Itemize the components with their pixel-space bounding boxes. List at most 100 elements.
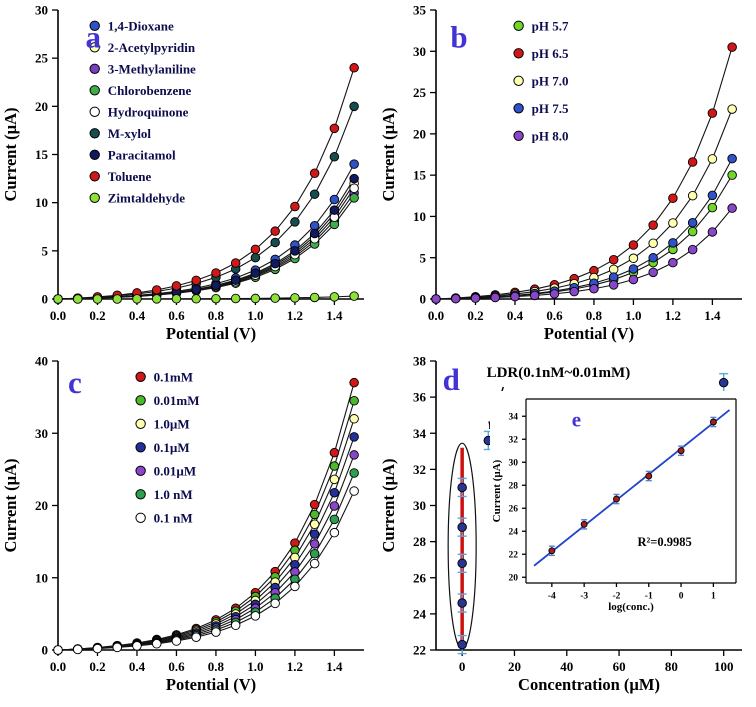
data-marker	[290, 293, 300, 303]
data-marker	[349, 450, 359, 460]
data-marker	[211, 627, 221, 637]
legend-label: 2-Acetylpyridin	[108, 40, 196, 55]
data-marker	[490, 292, 500, 303]
data-marker	[290, 201, 300, 212]
data-marker	[628, 253, 639, 264]
y-tick-label: 36	[413, 390, 427, 405]
data-marker	[431, 294, 441, 304]
data-marker	[727, 170, 737, 180]
data-marker	[687, 157, 698, 167]
x-axis-label: Concentration (µM)	[518, 675, 660, 694]
x-tick-label: 0.0	[50, 659, 66, 674]
data-marker	[309, 189, 320, 199]
data-marker	[132, 294, 142, 304]
data-marker	[329, 292, 340, 302]
data-marker	[470, 293, 481, 303]
data-marker	[309, 220, 320, 231]
data-point	[457, 482, 467, 493]
data-point	[718, 377, 729, 388]
y-tick-label: 30	[509, 459, 519, 469]
data-marker	[707, 108, 718, 118]
data-marker	[230, 620, 241, 630]
y-axis-label: Current (µA)	[1, 108, 20, 202]
x-tick-label: 0.6	[168, 659, 185, 674]
x-tick-label: 1	[711, 592, 716, 602]
data-marker	[53, 294, 63, 304]
data-marker	[628, 264, 639, 274]
x-tick-label: 0.2	[89, 308, 105, 323]
data-marker	[309, 292, 320, 303]
legend-label: 0.1µM	[154, 440, 190, 455]
y-tick-label: 20	[35, 99, 48, 114]
data-marker	[92, 294, 103, 304]
data-marker	[250, 252, 261, 263]
data-marker	[329, 487, 340, 498]
y-axis-label: Current (µA)	[379, 459, 398, 553]
series-line	[57, 454, 355, 651]
legend-label: 1.0 nM	[154, 487, 193, 502]
series-line	[57, 178, 355, 300]
x-tick-label: 0.6	[168, 308, 185, 323]
x-tick-label: 0	[459, 659, 466, 674]
data-marker	[309, 228, 320, 239]
data-marker	[349, 468, 359, 478]
data-marker	[608, 280, 619, 290]
data-marker	[349, 414, 359, 424]
legend-marker	[135, 512, 146, 523]
legend-label: pH 5.7	[532, 18, 569, 33]
legend-marker	[89, 42, 100, 53]
data-marker	[290, 581, 300, 592]
y-tick-label: 30	[413, 44, 426, 59]
data-marker	[349, 159, 359, 169]
x-tick-label: 0.4	[129, 308, 146, 323]
data-marker	[687, 217, 698, 228]
data-marker	[250, 611, 261, 621]
data-marker	[53, 645, 63, 655]
legend-label: 0.01µM	[154, 463, 197, 478]
data-marker	[668, 193, 678, 204]
x-axis-label: Potential (V)	[544, 324, 634, 343]
x-tick-label: -4	[548, 592, 556, 602]
legend-marker	[513, 103, 524, 114]
y-tick-label: 22	[509, 551, 519, 561]
data-marker	[230, 258, 241, 268]
y-tick-label: 26	[413, 570, 427, 585]
legend-marker	[89, 85, 100, 96]
legend-marker	[135, 489, 146, 500]
x-tick-label: 1.4	[326, 308, 343, 323]
y-tick-label: 5	[42, 243, 49, 258]
x-tick-label: 0.8	[586, 308, 603, 323]
y-tick-label: 0	[42, 292, 49, 307]
x-tick-label: 1.4	[704, 308, 721, 323]
data-marker	[648, 220, 658, 230]
panel-letter: e	[572, 408, 581, 432]
y-tick-label: 20	[509, 574, 519, 584]
series-line	[57, 187, 355, 300]
data-marker	[211, 293, 221, 304]
data-marker	[727, 203, 737, 213]
panel-letter: c	[68, 365, 82, 400]
y-tick-label: 20	[413, 126, 426, 141]
data-marker	[329, 205, 340, 215]
y-tick-label: 20	[35, 498, 48, 513]
x-tick-label: 0.2	[89, 659, 105, 674]
y-tick-label: 28	[413, 534, 427, 549]
series-line	[57, 192, 355, 300]
data-marker	[270, 226, 280, 236]
data-marker	[270, 598, 280, 609]
data-marker	[250, 244, 261, 255]
y-tick-label: 26	[509, 505, 519, 515]
series-line	[57, 106, 355, 300]
chart-a: 0.0 0.2 0.4 0.6 0.8 1.0 1.2 1.4 0 5 10 15 20 25 30 Pote…	[1, 3, 364, 343]
legend-label: Hydroquinone	[108, 104, 189, 119]
y-axis-label: Current (µA)	[491, 459, 503, 522]
x-tick-label: -2	[613, 592, 621, 602]
data-marker	[727, 42, 737, 52]
data-marker	[329, 194, 340, 205]
x-tick-label: 1.0	[247, 308, 263, 323]
data-marker	[668, 238, 678, 248]
data-marker	[329, 474, 340, 485]
data-marker	[270, 293, 280, 303]
data-marker	[72, 294, 83, 304]
